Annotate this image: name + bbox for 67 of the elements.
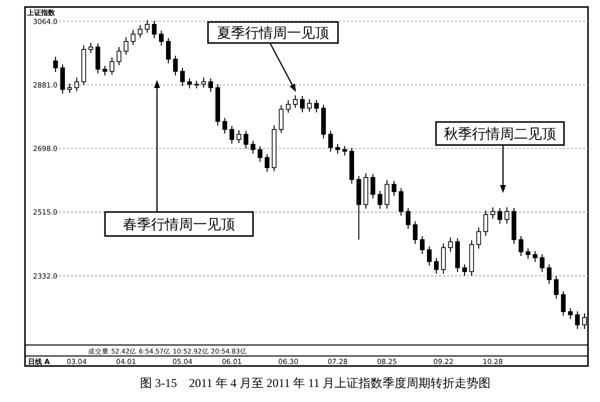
candlestick [526, 248, 530, 260]
candlestick [412, 220, 418, 244]
candlestick [53, 56, 58, 73]
candlestick [504, 206, 510, 224]
candlestick [60, 64, 65, 94]
candlestick [187, 78, 192, 89]
candlestick [307, 98, 312, 112]
candlestick [441, 242, 446, 274]
candlestick [222, 117, 228, 134]
candlestick [328, 130, 333, 152]
candlestick [286, 100, 291, 114]
candlestick [88, 42, 94, 54]
candlestick [384, 180, 390, 210]
candlestick [138, 24, 142, 38]
candlestick [74, 77, 80, 92]
candlestick [532, 250, 538, 262]
candlestick [568, 308, 573, 320]
candlestick [166, 37, 171, 64]
candlestick [554, 276, 559, 300]
candlestick [378, 190, 382, 210]
candlestick [483, 210, 488, 236]
candlestick [575, 310, 580, 330]
annotation: 春季行情周一见顶 [123, 217, 235, 233]
candlestick [540, 254, 544, 272]
candlestick [434, 258, 439, 274]
caption: 图 3-15 2011 年 4 月至 2011 年 11 月上证指数季度周期转折走势图 [140, 376, 491, 390]
candlestick [158, 30, 164, 46]
candlestick [476, 226, 482, 250]
candlestick [314, 99, 319, 113]
candlestick [462, 264, 467, 276]
candlestick [448, 237, 453, 252]
candlestick [426, 246, 432, 266]
candlestick [152, 20, 157, 39]
candlestick [498, 207, 502, 224]
candlestick [110, 56, 114, 76]
candlestick [258, 146, 262, 162]
candlestick [264, 154, 270, 172]
candlestick [300, 96, 305, 113]
candlestick [335, 144, 340, 154]
candlestick [420, 236, 425, 254]
candlestick [392, 180, 396, 196]
candlestick [201, 77, 206, 88]
annotation: 夏季行情周一见顶 [217, 26, 329, 42]
candlestick [490, 206, 496, 220]
candlestick [398, 188, 404, 216]
candlestick [406, 207, 410, 230]
candlestick [208, 78, 214, 92]
candlestick [180, 67, 185, 86]
candlestick [518, 236, 524, 256]
candlestick [130, 29, 136, 46]
candlestick [96, 43, 100, 74]
candlestick [370, 173, 376, 200]
candlestick [236, 130, 242, 144]
candlestick [546, 264, 552, 284]
candlestick [278, 104, 284, 134]
candlestick [67, 83, 72, 94]
candlestick [116, 46, 122, 66]
candlestick [342, 146, 348, 156]
candlestick [124, 36, 128, 56]
candlestick [292, 94, 298, 108]
annotation: 秋季行情周二见顶 [444, 126, 556, 142]
candlestick [173, 55, 178, 76]
candlestick [244, 130, 248, 150]
candlestick [560, 290, 566, 316]
candlestick [250, 140, 256, 154]
candlestick [230, 125, 234, 144]
candlestick [144, 20, 150, 34]
